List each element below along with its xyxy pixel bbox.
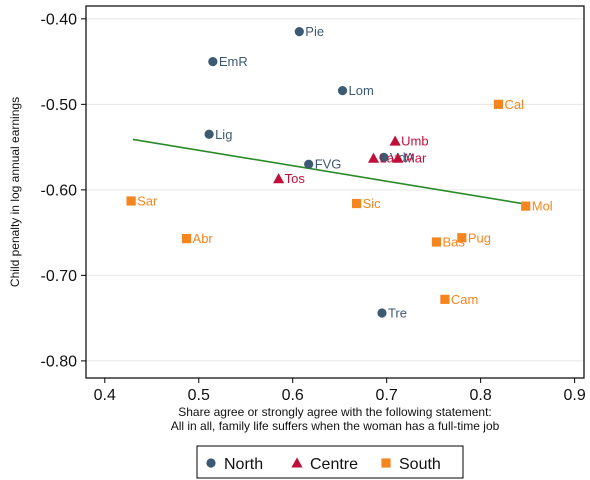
plot-frame: [85, 5, 585, 379]
point-label-abr: Abr: [193, 231, 214, 246]
point-label-sic: Sic: [363, 196, 382, 211]
legend-label-south: South: [399, 456, 441, 473]
point-label-pug: Pug: [468, 230, 491, 245]
y-tick-label: -0.80: [41, 353, 78, 370]
x-axis-title-line-2: All in all, family life suffers when the…: [171, 419, 500, 433]
x-tick-label: 0.8: [470, 387, 492, 404]
y-tick-label: -0.50: [41, 97, 78, 114]
point-mol: [521, 201, 531, 211]
x-axis-title-line-1: Share agree or strongly agree with the f…: [178, 405, 492, 419]
legend-marker-south: [381, 458, 391, 468]
point-label-sar: Sar: [137, 193, 158, 208]
fit-line: [132, 138, 528, 206]
grid-lines: [86, 18, 584, 362]
x-tick-label: 0.7: [376, 387, 398, 404]
x-tick-label: 0.5: [188, 387, 210, 404]
point-label-tos: Tos: [285, 171, 306, 186]
point-vda: [379, 152, 389, 162]
point-label-umb: Umb: [401, 134, 428, 149]
x-tick-label: 0.9: [563, 387, 585, 404]
x-tick-label: 0.6: [282, 387, 304, 404]
point-label-pie: Pie: [305, 24, 324, 39]
legend-label-north: North: [224, 456, 263, 473]
point-label-lom: Lom: [349, 83, 374, 98]
point-fvg: [304, 159, 314, 169]
point-pug: [457, 233, 467, 243]
point-label-tre: Tre: [388, 306, 407, 321]
x-axis: 0.4 0.5 0.6 0.7 0.8 0.9: [94, 378, 586, 404]
point-label-cam: Cam: [451, 292, 478, 307]
point-tre: [377, 308, 387, 318]
legend-box: [196, 445, 464, 479]
fit-line-group: [132, 138, 528, 206]
point-bas: [431, 237, 442, 247]
point-pie: [294, 27, 304, 37]
point-lig: [204, 129, 214, 139]
legend-marker-north: [206, 458, 216, 468]
point-label-fvg: FVG: [315, 157, 342, 172]
y-tick-label: -0.70: [41, 268, 78, 285]
legend-label-centre: Centre: [310, 456, 358, 473]
point-label-emr: EmR: [219, 54, 248, 69]
point-laz: [367, 152, 380, 163]
point-label-lig: Lig: [215, 127, 232, 142]
legend-marker-centre: [291, 457, 303, 468]
point-lom: [337, 86, 348, 96]
x-tick-label: 0.4: [94, 387, 116, 404]
y-axis-title: Child penalty in log annual earnings: [8, 97, 22, 287]
point-label-bas: Bas: [442, 235, 465, 250]
legend: North Centre South: [196, 445, 464, 479]
point-mar: [392, 152, 404, 163]
point-sic: [352, 198, 362, 209]
point-emr: [208, 56, 218, 67]
point-abr: [181, 234, 192, 244]
y-tick-label: -0.40: [41, 11, 78, 28]
point-cal: [493, 99, 504, 109]
point-sar: [126, 196, 136, 206]
point-tos: [273, 173, 285, 184]
point-label-mol: Mol: [532, 199, 553, 214]
point-label-cal: Cal: [504, 97, 524, 112]
point-label-mar: Mar: [404, 151, 427, 166]
point-cam: [440, 294, 450, 304]
y-axis: -0.80 -0.70 -0.60 -0.50 -0.40: [41, 11, 86, 370]
point-umb: [389, 135, 401, 146]
y-tick-label: -0.60: [41, 182, 78, 199]
